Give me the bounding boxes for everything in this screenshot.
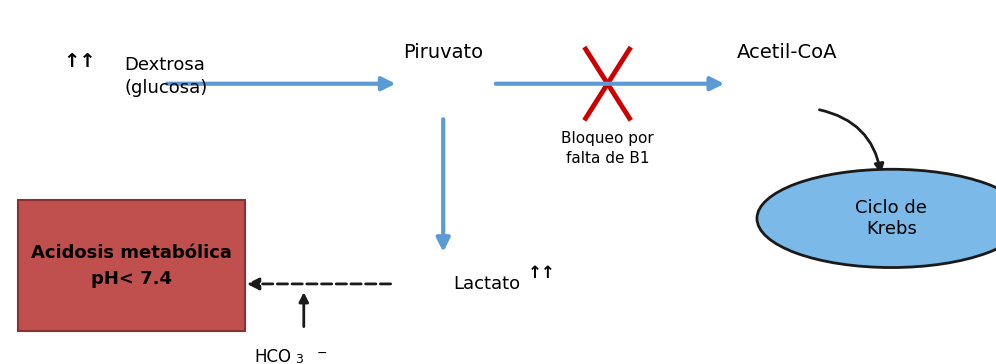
Text: Lactato: Lactato: [453, 275, 520, 293]
Text: Piruvato: Piruvato: [403, 43, 483, 62]
Text: Acetil-CoA: Acetil-CoA: [737, 43, 837, 62]
Text: −: −: [317, 347, 328, 360]
Text: Bloqueo por
falta de B1: Bloqueo por falta de B1: [561, 131, 654, 166]
Text: 3: 3: [295, 353, 303, 364]
Text: ↑↑: ↑↑: [64, 52, 96, 71]
Text: Acidosis metabólica
pH< 7.4: Acidosis metabólica pH< 7.4: [31, 244, 232, 288]
Text: ↑↑: ↑↑: [528, 264, 556, 282]
FancyBboxPatch shape: [18, 200, 245, 331]
Circle shape: [757, 169, 996, 268]
Text: Dextrosa
(glucosa): Dextrosa (glucosa): [124, 56, 208, 97]
Text: Ciclo de
Krebs: Ciclo de Krebs: [856, 199, 927, 238]
Text: HCO: HCO: [255, 348, 292, 364]
